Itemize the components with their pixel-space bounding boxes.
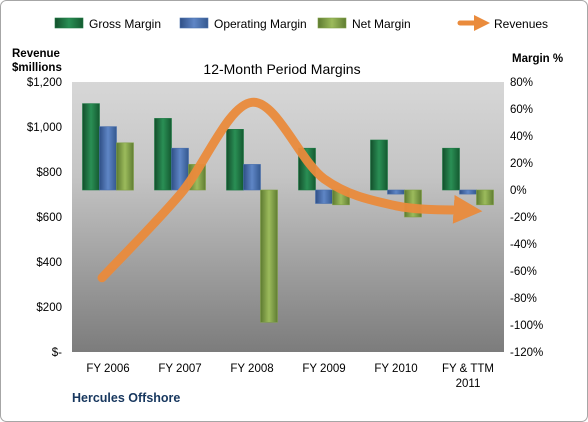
bars (82, 103, 494, 323)
left-tick-label: $800 (36, 167, 62, 179)
x-tick-label: FY & TTM (442, 363, 494, 375)
bar-net-margin-5 (476, 189, 494, 206)
legend: Gross Margin Operating Margin Net Margin Re… (54, 14, 548, 32)
left-tick-label: $1,000 (27, 122, 62, 134)
right-tick-label: -120% (510, 347, 543, 359)
company-name: Hercules Offshore (72, 391, 180, 405)
x-tick-label: FY 2009 (302, 363, 345, 375)
right-tick-label: 80% (510, 77, 533, 89)
plot-area (72, 82, 504, 352)
bar-gross-margin-1 (154, 118, 172, 191)
bar-operating-margin-2 (243, 164, 261, 191)
revenues-line (97, 97, 483, 283)
x-tick-label: FY 2007 (158, 363, 201, 375)
right-tick-label: -100% (510, 320, 543, 332)
bar-gross-margin-0 (82, 103, 100, 191)
left-axis: $- $200 $400 $600 $800 $1,000 $1,200 (27, 77, 62, 359)
left-tick-label: $- (52, 347, 62, 359)
right-tick-label: -80% (510, 293, 537, 305)
right-axis: 80% 60% 40% 20% 0% -20% -40% -60% -80% -100% -120% (510, 77, 543, 359)
legend-label-operating-margin: Operating Margin (214, 17, 307, 31)
revenue-line-group (97, 97, 483, 283)
right-tick-label: -40% (510, 239, 537, 251)
left-axis-title-line2: $millions (12, 62, 62, 74)
bar-operating-margin-0 (99, 126, 117, 191)
left-tick-label: $1,200 (27, 77, 62, 89)
legend-swatch-operating-margin (179, 17, 209, 29)
right-tick-label: 40% (510, 131, 533, 143)
bar-net-margin-2 (260, 189, 278, 323)
legend-swatch-gross-margin (54, 17, 84, 29)
x-tick-label-line2: 2011 (456, 378, 481, 390)
right-tick-label: 20% (510, 158, 533, 170)
legend-swatch-net-margin (317, 17, 347, 29)
bar-operating-margin-4 (387, 189, 405, 195)
right-axis-title: Margin % (512, 53, 563, 65)
bar-gross-margin-5 (442, 147, 460, 191)
bar-operating-margin-5 (459, 189, 477, 195)
left-tick-label: $200 (36, 302, 62, 314)
bar-net-margin-0 (116, 142, 134, 191)
legend-label-net-margin: Net Margin (352, 17, 411, 31)
left-tick-label: $600 (36, 212, 62, 224)
chart-title: 12-Month Period Margins (203, 61, 360, 77)
bar-operating-margin-3 (315, 189, 333, 204)
x-tick-label: FY 2010 (374, 363, 417, 375)
x-tick-label: FY 2006 (86, 363, 129, 375)
bar-gross-margin-4 (370, 139, 388, 191)
x-axis: FY 2006 FY 2007 FY 2008 FY 2009 FY 2010 FY & … (86, 363, 494, 390)
x-tick-label: FY 2008 (230, 363, 273, 375)
right-tick-label: 0% (510, 185, 527, 197)
bar-gross-margin-2 (226, 129, 244, 191)
right-tick-label: -60% (510, 266, 537, 278)
left-axis-title-line1: Revenue (12, 48, 60, 60)
legend-label-gross-margin: Gross Margin (89, 17, 161, 31)
legend-label-revenues: Revenues (494, 17, 548, 31)
right-tick-label: -20% (510, 212, 537, 224)
right-tick-label: 60% (510, 104, 533, 116)
left-tick-label: $400 (36, 257, 62, 269)
